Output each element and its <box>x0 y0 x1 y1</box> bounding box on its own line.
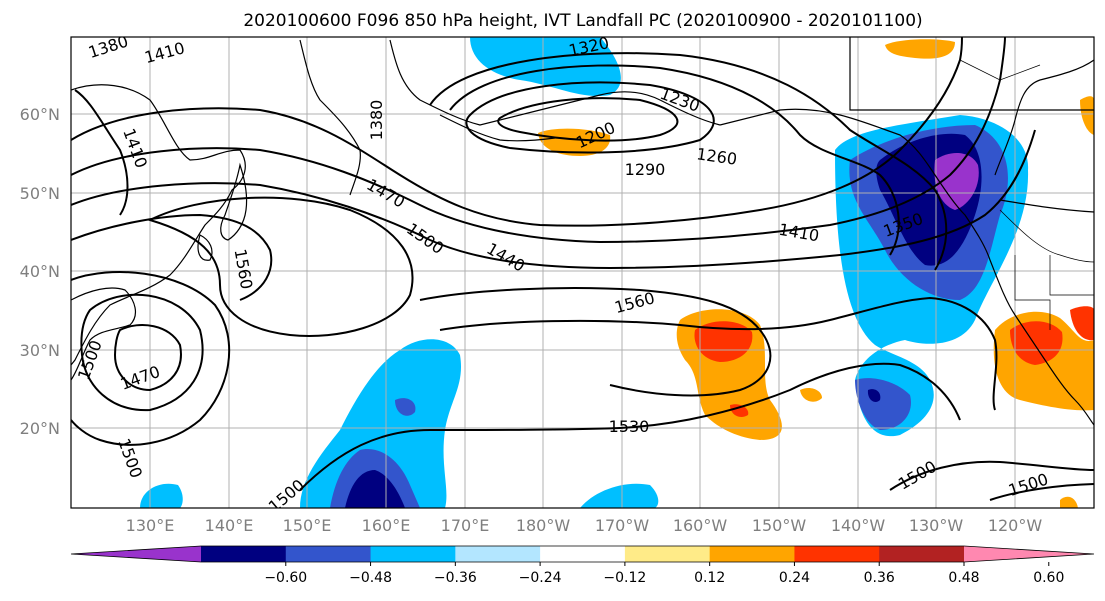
colorbar-tick-label: 0.12 <box>694 570 725 586</box>
colorbar-extension-max <box>964 546 1094 562</box>
colorbar-extension-min <box>71 546 201 562</box>
lon-label: 150°E <box>283 516 332 535</box>
colorbar-segment <box>455 546 541 562</box>
contour-line <box>989 483 1094 501</box>
ivt-negative-region <box>867 389 881 402</box>
ivt-positive-region <box>1060 496 1078 508</box>
lon-label: 160°E <box>362 516 411 535</box>
ivt-positive-region <box>1080 96 1094 135</box>
lon-label: 160°W <box>673 516 728 535</box>
ivt-positive-region <box>1070 306 1094 341</box>
contour-line <box>449 64 900 256</box>
ivt-positive-region <box>694 321 753 362</box>
lon-label: 120°W <box>988 516 1043 535</box>
contour-line <box>71 213 273 301</box>
map-title: 2020100600 F096 850 hPa height, IVT Land… <box>243 11 922 31</box>
contour-line <box>497 97 679 142</box>
coastlines <box>71 37 1094 426</box>
ivt-negative-region <box>934 153 979 210</box>
contour-labels: 1380 1410 1320 1230 1200 1260 1290 1380 … <box>74 37 1051 508</box>
ivt-negative-region <box>300 339 462 508</box>
colorbar-tick-label: −0.60 <box>264 570 307 586</box>
contour-line <box>74 89 129 216</box>
lon-label: 150°W <box>752 516 807 535</box>
contour-line <box>465 81 715 154</box>
colorbar-segment <box>879 546 965 562</box>
contour-line <box>71 37 963 227</box>
lon-label: 140°E <box>205 516 254 535</box>
lon-label: 140°W <box>831 516 886 535</box>
colorbar-segment <box>370 546 456 562</box>
colorbar-segment <box>624 546 711 562</box>
map-area: 1380 1410 1320 1230 1200 1260 1290 1380 … <box>71 37 1094 508</box>
ivt-positive-region <box>1010 321 1063 365</box>
colorbar-tick-label: −0.24 <box>519 570 562 586</box>
colorbar-tick-label: 0.60 <box>1033 570 1064 586</box>
contour-label: 1380 <box>367 100 386 141</box>
lat-label: 40°N <box>20 262 60 281</box>
contour-line <box>889 460 1094 491</box>
colorbar-tick-label: 0.36 <box>864 570 895 586</box>
ivt-negative-region <box>140 483 183 508</box>
contour-line <box>71 37 1006 244</box>
lat-label: 30°N <box>20 341 60 360</box>
colorbar-tick-label: 0.48 <box>948 570 979 586</box>
contour-line <box>113 324 182 392</box>
colorbar-segment <box>540 546 626 562</box>
ivt-positive-region <box>800 387 822 402</box>
ivt-positive-region <box>730 404 749 417</box>
contour-line <box>147 196 414 337</box>
contour-line <box>429 52 948 271</box>
colorbar: −0.60 −0.48 −0.36 −0.24 −0.12 0.12 0.24 0.36 0.4… <box>70 545 1095 586</box>
height-contours <box>71 37 1094 501</box>
colorbar-segment <box>201 546 287 562</box>
latitude-labels: 60°N 50°N 40°N 30°N 20°N <box>20 105 60 438</box>
lon-label: 170°E <box>441 516 490 535</box>
contour-line <box>71 271 231 446</box>
contour-label: 1530 <box>609 417 650 436</box>
ivt-positive-region <box>538 128 611 156</box>
contour-line <box>71 129 1036 270</box>
colorbar-tick-label: −0.12 <box>603 570 646 586</box>
ivt-negative-region <box>470 37 621 97</box>
ivt-negative-region <box>345 470 405 508</box>
map-frame <box>70 36 1095 509</box>
contour-line <box>299 362 961 491</box>
ivt-positive-region <box>885 39 955 59</box>
ivt-shading <box>140 37 1094 508</box>
lon-label: 180°W <box>516 516 571 535</box>
contour-label: 1290 <box>625 160 666 179</box>
contour-line <box>439 296 998 411</box>
lat-label: 20°N <box>20 419 60 438</box>
colorbar-segment <box>794 546 880 562</box>
ivt-negative-region <box>395 398 416 416</box>
colorbar-tick-label: −0.48 <box>349 570 392 586</box>
colorbar-outline <box>70 545 1095 563</box>
ivt-negative-region <box>580 483 659 508</box>
colorbar-tick-label: 0.24 <box>779 570 810 586</box>
lon-label: 130°E <box>126 516 175 535</box>
longitude-labels: 130°E 140°E 150°E 160°E 170°E 180°W 170°… <box>126 516 1043 535</box>
colorbar-segment <box>709 546 795 562</box>
contour-line <box>419 287 772 397</box>
colorbar-tick-label: −0.36 <box>434 570 477 586</box>
lat-label: 50°N <box>20 184 60 203</box>
lon-label: 130°W <box>909 516 964 535</box>
colorbar-segment <box>285 546 372 562</box>
contour-line <box>80 293 204 412</box>
lat-label: 60°N <box>20 105 60 124</box>
lon-label: 170°W <box>595 516 650 535</box>
